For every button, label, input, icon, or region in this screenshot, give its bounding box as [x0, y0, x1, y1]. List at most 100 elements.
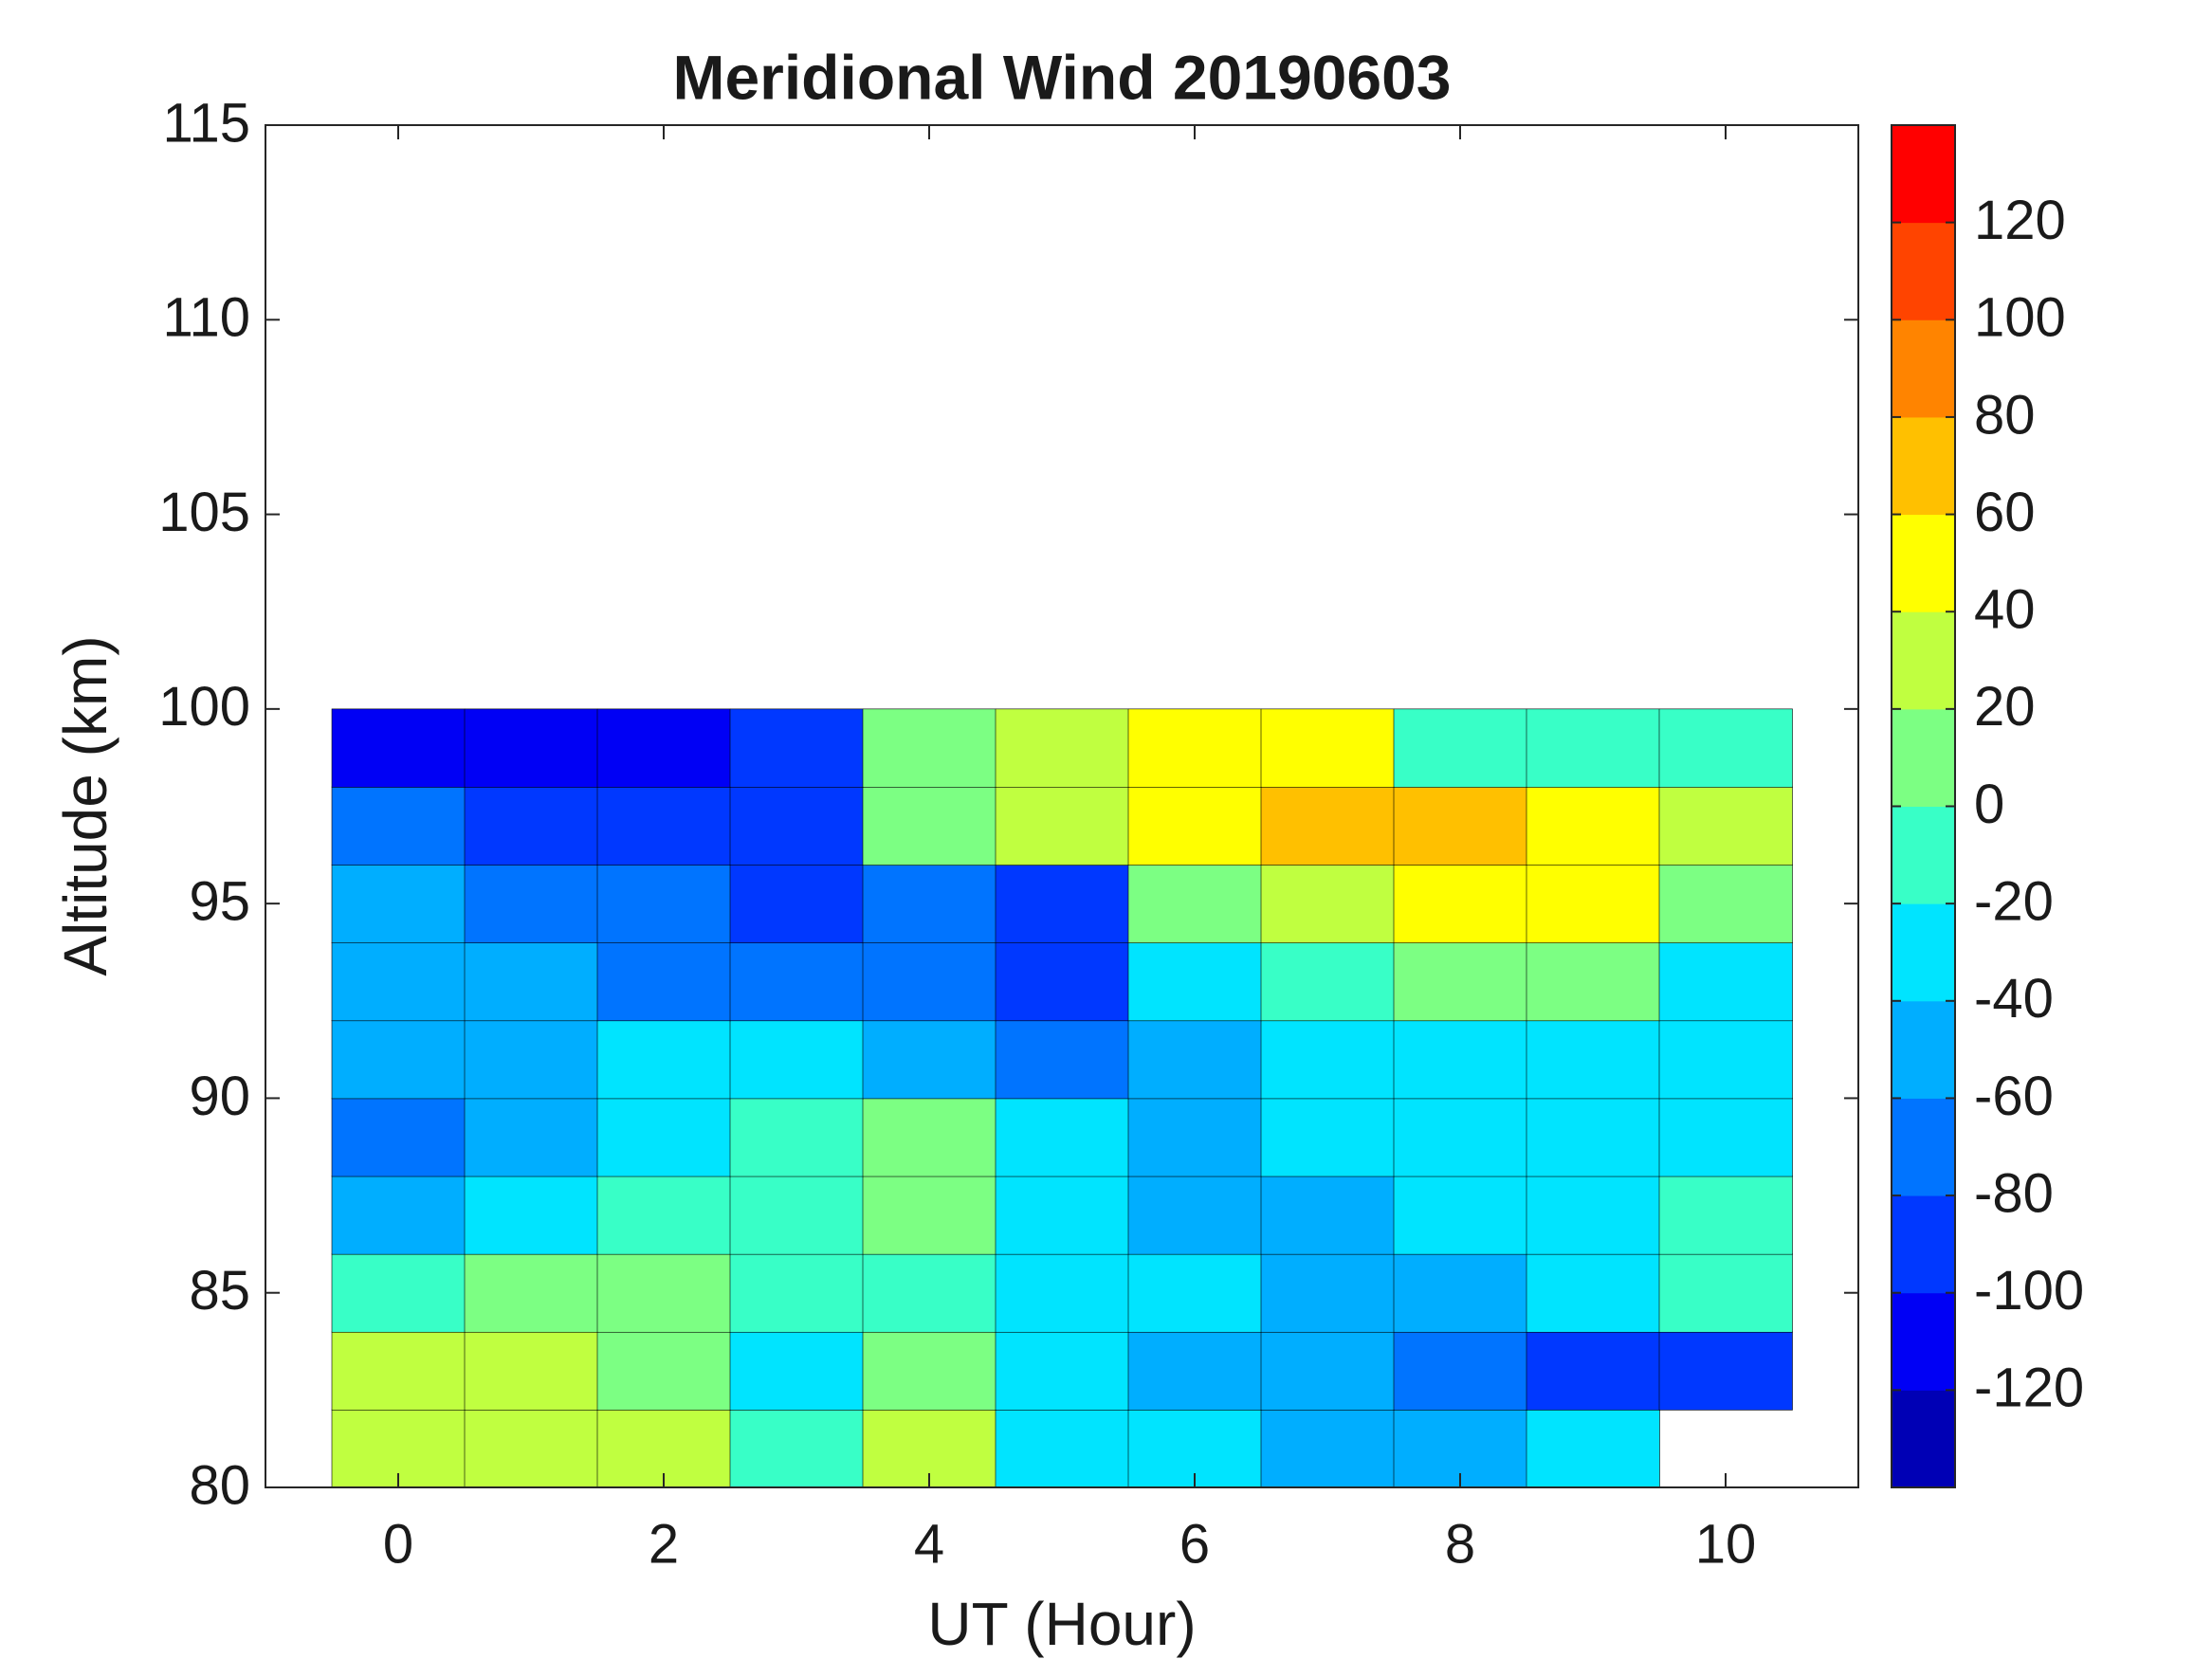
colorbar-segment: [1892, 903, 1955, 1002]
cell: [995, 786, 1129, 866]
cell: [331, 1253, 466, 1333]
colorbar-tick-label: -80: [1974, 1162, 2054, 1224]
cell: [1260, 1253, 1395, 1333]
y-tick-label: 105: [158, 482, 250, 543]
cell: [331, 786, 466, 866]
cell: [995, 1098, 1129, 1177]
x-tick-label: 2: [649, 1513, 679, 1575]
cell: [1526, 708, 1660, 788]
cell: [729, 864, 864, 943]
cell: [1127, 1020, 1262, 1100]
cell: [862, 1098, 996, 1177]
colorbar-segment: [1892, 1000, 1955, 1099]
cell: [862, 1020, 996, 1100]
cell: [331, 1176, 466, 1255]
cell: [862, 1253, 996, 1333]
cell: [1127, 708, 1262, 788]
cell: [464, 1409, 598, 1488]
axes-frame: [265, 124, 1859, 1488]
cell: [1658, 1098, 1793, 1177]
x-axis-label: UT (Hour): [927, 1590, 1196, 1658]
cell: [729, 1331, 864, 1411]
cell: [1393, 708, 1527, 788]
cell: [1127, 786, 1262, 866]
cell: [729, 1020, 864, 1100]
cell: [1260, 1020, 1395, 1100]
cell: [995, 1409, 1129, 1488]
cell: [1658, 941, 1793, 1022]
colorbar-segment: [1892, 1195, 1955, 1294]
colorbar-segment: [1892, 1390, 1955, 1488]
colorbar-tick-label: -120: [1974, 1358, 2084, 1419]
cell: [995, 708, 1129, 788]
cell: [1526, 941, 1660, 1022]
cell: [596, 864, 731, 943]
cell: [1127, 1331, 1262, 1411]
cell: [1127, 941, 1262, 1022]
cell: [1658, 864, 1793, 943]
cell: [464, 786, 598, 866]
cell: [729, 1176, 864, 1255]
cell: [1658, 1176, 1793, 1255]
colorbar-tick-label: 40: [1974, 579, 2036, 641]
cell: [596, 1176, 731, 1255]
colorbar-segment: [1892, 222, 1955, 320]
cell: [995, 864, 1129, 943]
colorbar-tick-label: -60: [1974, 1066, 2054, 1127]
cell: [464, 1176, 598, 1255]
cell: [1260, 708, 1395, 788]
cell: [995, 1253, 1129, 1333]
cell: [464, 1020, 598, 1100]
cell: [1127, 1098, 1262, 1177]
cell: [1393, 1331, 1527, 1411]
colorbar-segment: [1892, 1292, 1955, 1391]
cell: [596, 786, 731, 866]
y-tick-label: 95: [189, 870, 250, 932]
cell: [1393, 941, 1527, 1022]
colorbar-tick-label: 120: [1974, 190, 2066, 251]
cell: [1393, 786, 1527, 866]
cell: [729, 941, 864, 1022]
cell: [464, 708, 598, 788]
cell: [1526, 1098, 1660, 1177]
cell: [1260, 864, 1395, 943]
cell: [1658, 1253, 1793, 1333]
colorbar-tick-label: 60: [1974, 482, 2036, 543]
cell: [596, 708, 731, 788]
cell: [729, 1253, 864, 1333]
cell: [995, 1176, 1129, 1255]
x-tick-label: 4: [914, 1513, 944, 1575]
colorbar-tick-label: -40: [1974, 968, 2054, 1030]
cell: [464, 864, 598, 943]
cell: [331, 941, 466, 1022]
cell: [331, 1020, 466, 1100]
cell: [1526, 1331, 1660, 1411]
cell: [464, 1098, 598, 1177]
y-tick-label: 90: [189, 1066, 250, 1127]
y-axis-label: Altitude (km): [51, 635, 119, 975]
cell: [596, 1020, 731, 1100]
y-tick-label: 80: [189, 1454, 250, 1516]
colorbar-segment: [1892, 1098, 1955, 1196]
colorbar-segment: [1892, 125, 1955, 224]
y-tick-label: 85: [189, 1260, 250, 1322]
cell: [1260, 786, 1395, 866]
cell: [1127, 1253, 1262, 1333]
colorbar-segment: [1892, 514, 1955, 612]
cell: [862, 941, 996, 1022]
x-tick-label: 8: [1445, 1513, 1475, 1575]
cell: [1393, 1176, 1527, 1255]
cell: [1526, 1409, 1660, 1488]
chart-title: Meridional Wind 20190603: [672, 42, 1451, 112]
cell: [596, 941, 731, 1022]
cell: [1260, 1176, 1395, 1255]
cell: [1260, 1409, 1395, 1488]
x-tick-label: 10: [1695, 1513, 1757, 1575]
cell: [596, 1331, 731, 1411]
colorbar-tick-label: 20: [1974, 676, 2036, 738]
cell: [1658, 1331, 1793, 1411]
colorbar-tick-label: 100: [1974, 287, 2066, 349]
cell: [464, 1331, 598, 1411]
